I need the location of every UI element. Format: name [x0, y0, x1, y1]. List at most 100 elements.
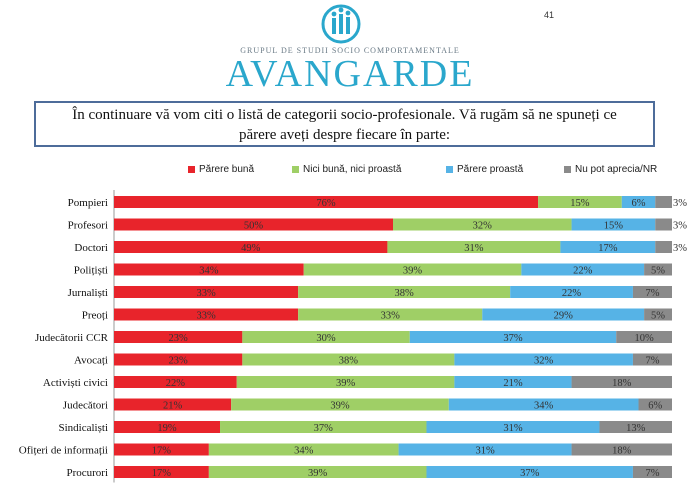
category-label: Procurori: [66, 467, 108, 479]
value-label-bad: 29%: [554, 311, 574, 322]
bar-segment-neutral: [303, 263, 522, 276]
bar-segment-good: [114, 466, 209, 478]
value-label-neutral: 38%: [339, 356, 359, 367]
value-label-bad: 6%: [632, 198, 646, 209]
avangarde-logo-icon: [321, 4, 361, 44]
value-label-nr: 5%: [651, 266, 665, 277]
bar-segment-bad: [448, 398, 639, 411]
legend-label-bad: Părere proastă: [457, 164, 524, 175]
value-label-good: 50%: [244, 221, 264, 232]
category-label: Jurnaliști: [68, 287, 108, 299]
bar-segment-bad: [571, 218, 656, 231]
bar-segment-neutral: [298, 308, 483, 321]
legend-swatch-good: [188, 166, 195, 173]
value-label-nr: 3%: [673, 243, 687, 254]
page-number: 41: [544, 10, 555, 20]
category-label: Polițiști: [74, 265, 108, 277]
bar-segment-neutral: [242, 331, 410, 343]
org-name: AVANGARDE: [225, 53, 475, 95]
legend-label-nr: Nu pot aprecia/NR: [575, 164, 658, 175]
value-label-neutral: 39%: [308, 468, 328, 479]
legend-swatch-nr: [564, 166, 571, 173]
bar-segment-good: [114, 218, 393, 231]
value-label-nr: 7%: [645, 288, 659, 299]
bar-segment-nr: [632, 466, 672, 478]
value-label-bad: 15%: [604, 221, 624, 232]
bar-segment-good: [114, 376, 237, 388]
value-label-bad: 34%: [534, 401, 554, 412]
org-subtitle: GRUPUL DE STUDII SOCIO COMPORTAMENTALE: [240, 46, 460, 55]
value-label-nr: 6%: [648, 401, 662, 412]
bar-segment-good: [114, 263, 304, 276]
value-label-bad: 17%: [598, 243, 618, 254]
value-label-neutral: 38%: [395, 288, 415, 299]
bar-segment-good: [114, 443, 209, 456]
value-label-bad: 31%: [503, 423, 523, 434]
bar-segment-good: [114, 398, 232, 411]
bar-segment-nr: [655, 218, 672, 231]
bar-segment-neutral: [208, 443, 399, 456]
value-label-bad: 22%: [573, 266, 593, 277]
value-label-good: 33%: [196, 288, 216, 299]
category-label: Ofițeri de informații: [19, 445, 108, 457]
value-label-neutral: 31%: [464, 243, 484, 254]
survey-question: În continuare vă vom citi o listă de cat…: [34, 101, 655, 147]
value-label-nr: 10%: [634, 333, 654, 344]
value-label-good: 19%: [157, 423, 177, 434]
bar-segment-bad: [482, 308, 645, 321]
bar-segment-good: [114, 196, 539, 208]
bar-segment-neutral: [208, 466, 427, 478]
bar-segment-nr: [632, 353, 672, 366]
bar-segment-good: [114, 331, 243, 343]
chart-legend: Părere bună Nici bună, nici proastă Păre…: [0, 164, 700, 178]
bar-segment-bad: [409, 331, 617, 343]
value-label-nr: 3%: [673, 198, 687, 209]
bar-segment-good: [114, 241, 388, 253]
value-label-neutral: 39%: [330, 401, 350, 412]
value-label-bad: 37%: [503, 333, 523, 344]
value-label-bad: 21%: [503, 378, 523, 389]
legend-swatch-neutral: [292, 166, 299, 173]
value-label-nr: 7%: [645, 468, 659, 479]
bar-segment-neutral: [393, 218, 572, 231]
category-label: Activiști civici: [43, 377, 108, 389]
bar-segment-nr: [644, 308, 672, 321]
bar-segment-bad: [521, 263, 645, 276]
value-label-bad: 22%: [562, 288, 582, 299]
value-label-good: 23%: [169, 333, 189, 344]
value-label-good: 17%: [152, 468, 172, 479]
bar-segment-nr: [644, 263, 672, 276]
bar-segment-nr: [638, 398, 672, 411]
question-line-2: părere aveți despre fiecare în parte:: [238, 127, 451, 143]
bar-segment-neutral: [538, 196, 622, 208]
bar-segment-neutral: [231, 398, 449, 411]
value-label-nr: 3%: [673, 221, 687, 232]
legend-label-neutral: Nici bună, nici proastă: [303, 164, 402, 175]
value-label-good: 34%: [199, 266, 219, 277]
value-label-good: 22%: [166, 378, 186, 389]
value-label-good: 76%: [316, 198, 336, 209]
bar-segment-nr: [571, 443, 672, 456]
legend-swatch-bad: [446, 166, 453, 173]
bar-segment-neutral: [220, 421, 427, 433]
legend-item-nr: Nu pot aprecia/NR: [564, 164, 657, 175]
bar-segment-nr: [599, 421, 672, 433]
bar-segment-good: [114, 353, 243, 366]
bar-segment-bad: [426, 466, 633, 478]
value-label-good: 17%: [152, 446, 172, 457]
bar-segment-nr: [655, 196, 672, 208]
value-label-nr: 13%: [626, 423, 646, 434]
value-label-neutral: 39%: [403, 266, 423, 277]
bar-segment-bad: [621, 196, 656, 208]
value-label-good: 21%: [163, 401, 183, 412]
bar-segment-neutral: [242, 353, 455, 366]
bar-segment-bad: [454, 376, 572, 388]
legend-item-good: Părere bună: [188, 164, 254, 175]
bar-segment-good: [114, 421, 221, 433]
bar-segment-nr: [632, 286, 672, 298]
bar-segment-bad: [398, 443, 572, 456]
legend-item-neutral: Nici bună, nici proastă: [292, 164, 401, 175]
value-label-neutral: 30%: [316, 333, 336, 344]
value-label-neutral: 39%: [336, 378, 356, 389]
